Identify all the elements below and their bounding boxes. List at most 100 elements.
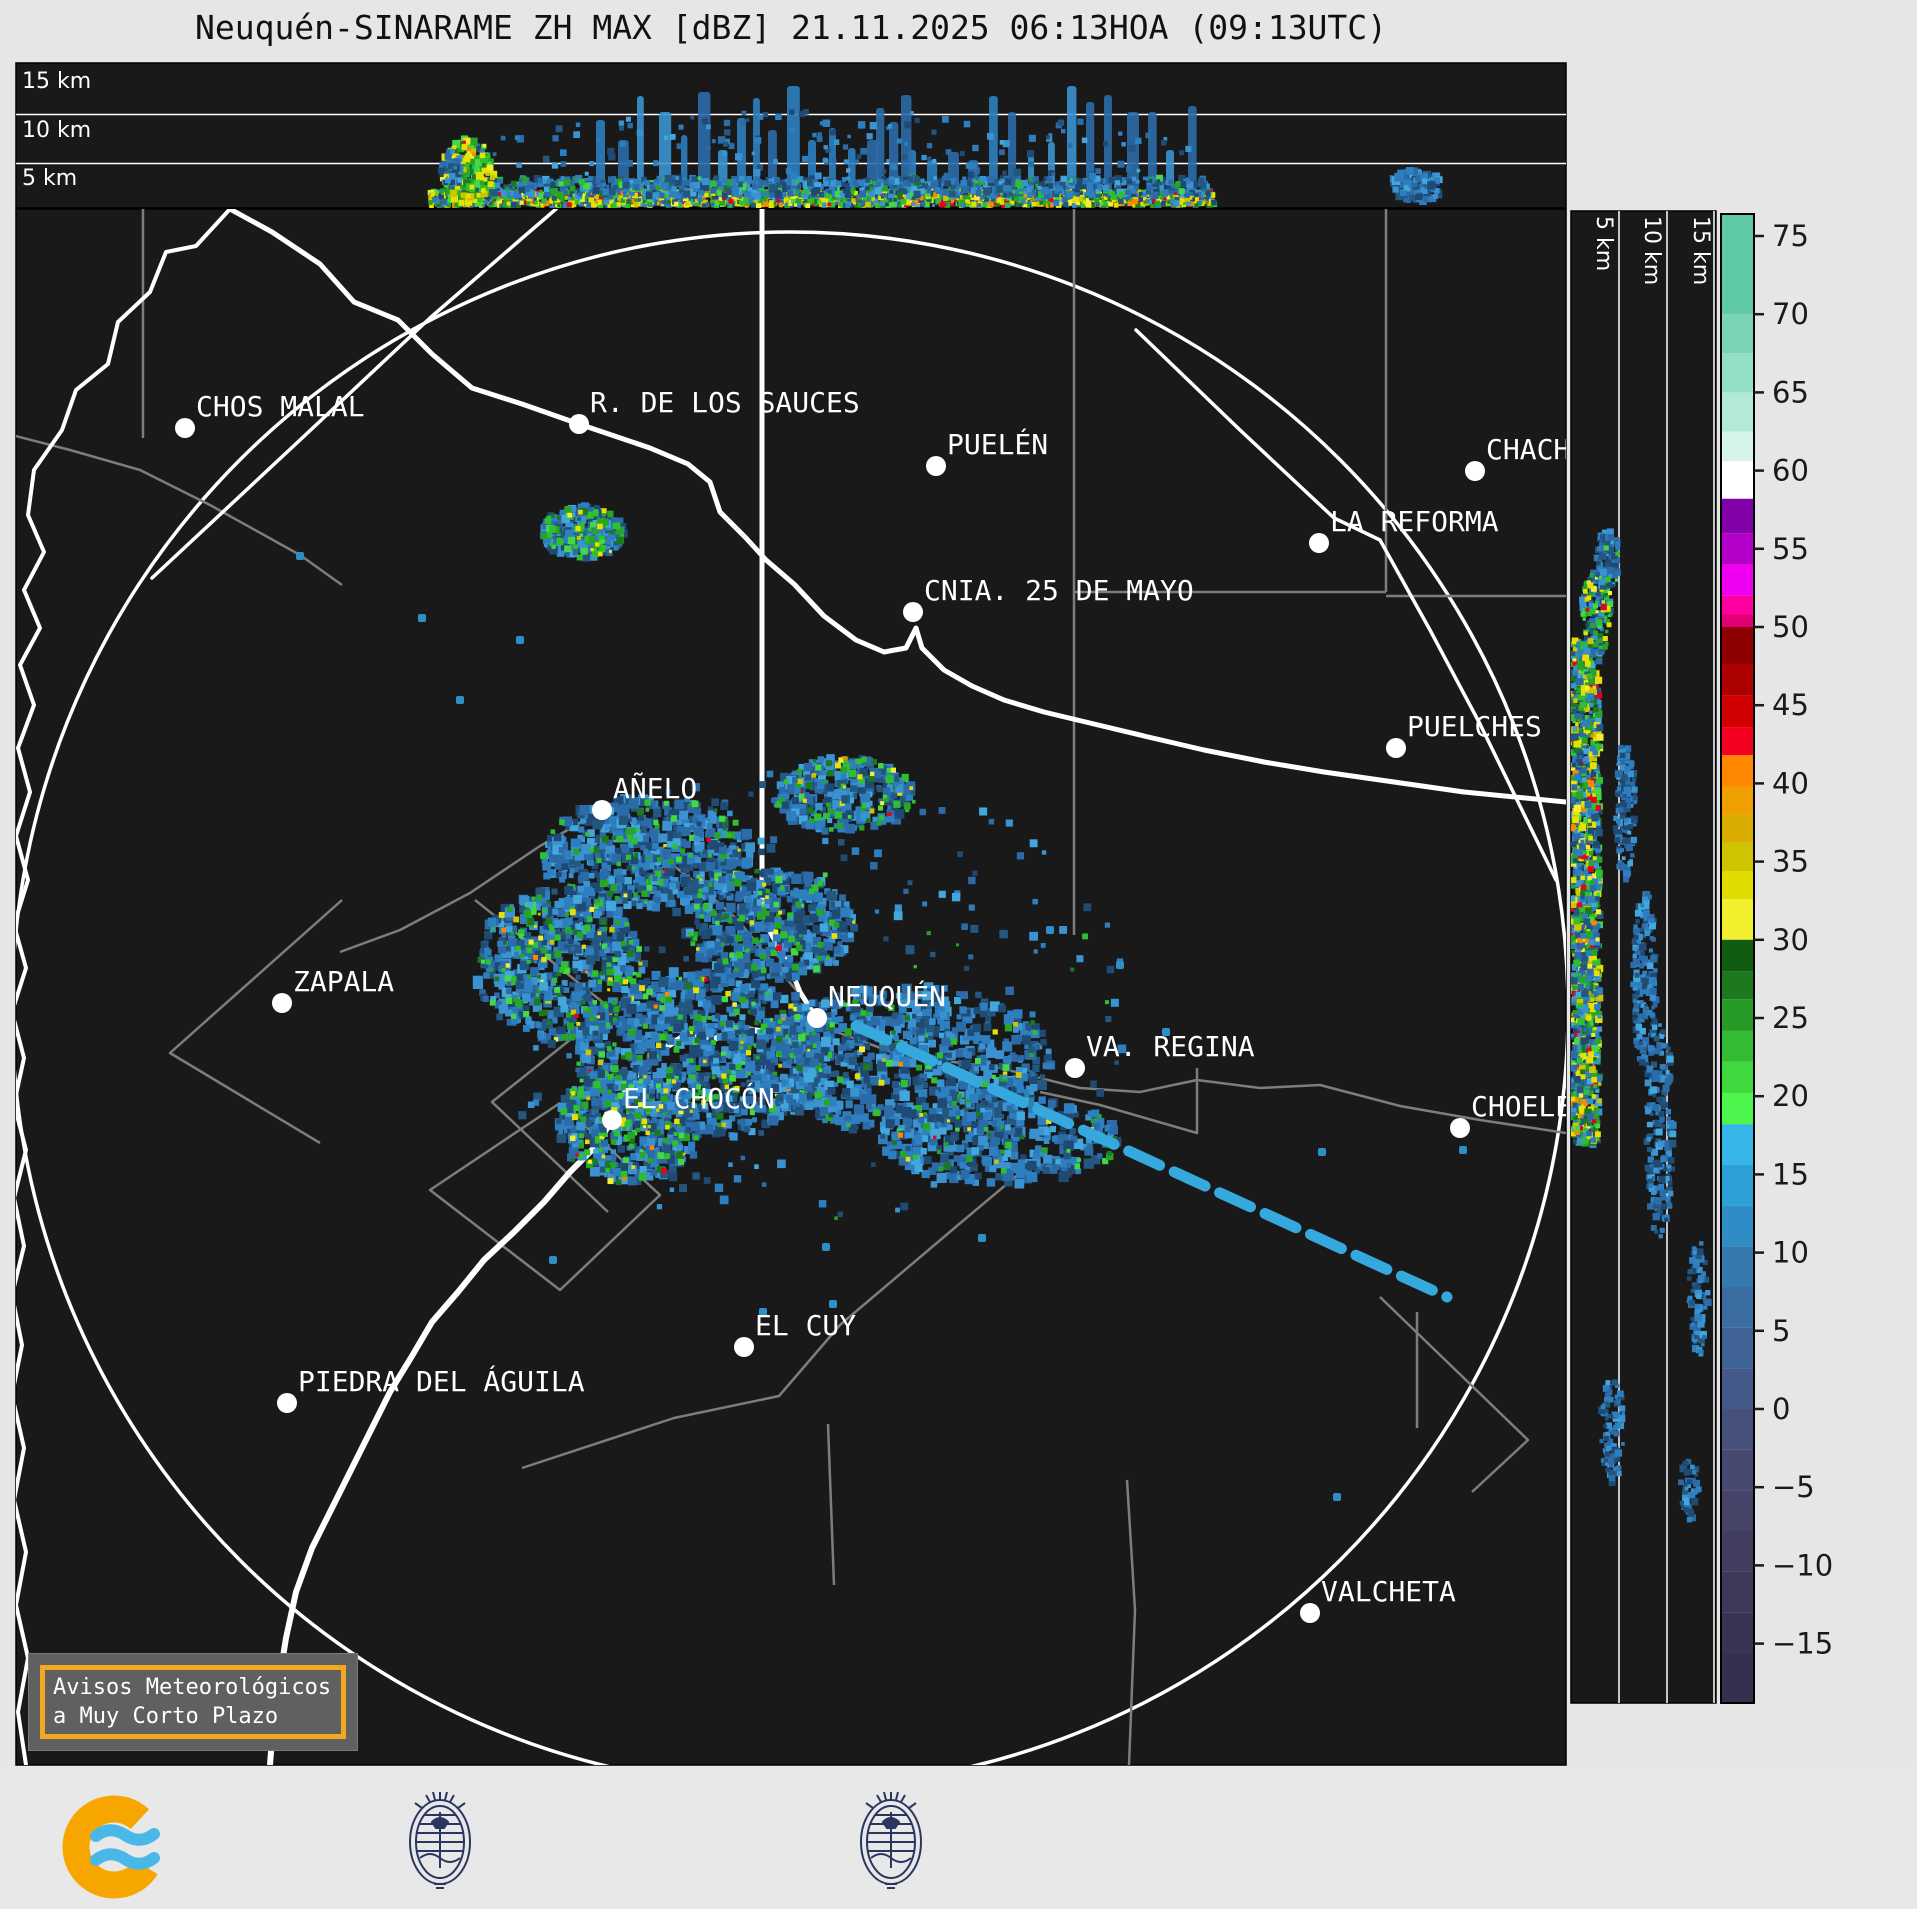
- echo-pixel: [850, 203, 854, 208]
- echo-pixel: [1031, 198, 1036, 203]
- echo-pixel: [781, 183, 788, 190]
- echo-pixel: [1207, 202, 1212, 207]
- echo-pixel: [835, 180, 842, 186]
- echo-pixel: [831, 197, 835, 201]
- echo-pixel: [681, 826, 691, 836]
- echo-pixel: [483, 177, 488, 182]
- echo-pixel: [841, 202, 847, 208]
- echo-pixel: [1026, 196, 1030, 200]
- echo-pixel: [552, 195, 557, 201]
- echo-pixel: [1136, 168, 1141, 173]
- echo-pixel: [910, 186, 918, 193]
- echo-pixel: [1066, 199, 1073, 206]
- echo-pixel: [735, 153, 743, 161]
- echo-pixel: [579, 527, 584, 533]
- echo-pixel: [575, 122, 581, 128]
- echo-pixel: [565, 523, 574, 531]
- echo-pixel: [559, 841, 569, 851]
- echo-pixel: [839, 180, 846, 187]
- echo-pixel: [462, 140, 466, 144]
- echo-streak: [989, 96, 998, 196]
- echo-pixel: [676, 143, 683, 150]
- echo-pixel: [647, 795, 654, 802]
- echo-pixel: [1198, 201, 1203, 205]
- echo-pixel: [943, 195, 949, 202]
- echo-pixel: [1201, 186, 1207, 192]
- echo-pixel: [929, 176, 934, 181]
- echo-pixel: [581, 553, 591, 562]
- echo-pixel: [437, 189, 442, 194]
- echo-pixel: [664, 865, 675, 877]
- echo-pixel: [496, 204, 501, 208]
- echo-streak: [876, 108, 885, 196]
- echo-pixel: [479, 149, 485, 155]
- echo-pixel: [889, 178, 895, 185]
- echo-pixel: [1057, 119, 1065, 126]
- echo-pixel: [876, 178, 882, 184]
- echo-pixel: [618, 181, 626, 189]
- echo-pixel: [827, 190, 832, 194]
- echo-pixel: [814, 172, 822, 180]
- echo-pixel: [608, 188, 616, 196]
- echo-pixel: [791, 195, 796, 201]
- echo-pixel: [1406, 198, 1411, 203]
- echo-pixel: [543, 183, 550, 190]
- echo-pixel: [1130, 188, 1136, 194]
- echo-pixel: [644, 183, 649, 188]
- echo-pixel: [762, 201, 769, 207]
- echo-pixel: [1052, 190, 1060, 198]
- echo-pixel: [515, 200, 520, 205]
- echo-pixel: [913, 176, 920, 183]
- echo-pixel: [856, 154, 862, 159]
- echo-pixel: [1099, 200, 1104, 205]
- echo-pixel: [499, 203, 504, 208]
- echo-pixel: [710, 202, 715, 207]
- echo-pixel: [943, 172, 950, 179]
- echo-pixel: [853, 190, 858, 196]
- echo-pixel: [822, 203, 827, 208]
- echo-pixel: [734, 859, 742, 867]
- echo-pixel: [463, 179, 471, 187]
- echo-pixel: [633, 184, 640, 191]
- echo-pixel: [1174, 182, 1181, 188]
- echo-pixel: [842, 144, 849, 150]
- echo-pixel: [488, 201, 493, 205]
- echo-pixel: [832, 158, 837, 164]
- echo-pixel: [508, 185, 513, 190]
- echo-pixel: [890, 163, 897, 171]
- echo-pixel: [534, 200, 538, 205]
- echo-pixel: [903, 179, 911, 187]
- echo-pixel: [761, 180, 767, 187]
- echo-pixel: [1403, 185, 1409, 191]
- echo-pixel: [736, 837, 742, 843]
- echo-pixel: [591, 201, 597, 207]
- echo-pixel: [563, 190, 568, 195]
- echo-pixel: [985, 197, 990, 202]
- echo-pixel: [839, 192, 844, 196]
- echo-pixel: [639, 839, 649, 849]
- echo-pixel: [562, 203, 569, 208]
- echo-pixel: [1178, 174, 1186, 183]
- echo-pixel: [1433, 193, 1439, 199]
- echo-pixel: [1033, 176, 1039, 182]
- echo-pixel: [698, 861, 710, 873]
- echo-pixel: [580, 195, 584, 199]
- echo-pixel: [798, 192, 804, 198]
- echo-streak: [1188, 106, 1197, 196]
- echo-pixel: [613, 795, 624, 807]
- echo-pixel: [744, 181, 751, 188]
- echo-pixel: [613, 868, 623, 878]
- echo-pixel: [1047, 183, 1054, 189]
- echo-pixel: [628, 191, 633, 196]
- echo-pixel: [569, 867, 576, 874]
- echo-pixel: [554, 863, 561, 870]
- echo-pixel: [950, 202, 955, 207]
- echo-pixel: [1189, 201, 1194, 207]
- echo-pixel: [900, 188, 907, 195]
- echo-pixel: [927, 156, 932, 161]
- echo-pixel: [595, 200, 599, 204]
- echo-pixel: [446, 149, 453, 156]
- echo-pixel: [871, 202, 876, 206]
- echo-pixel: [847, 197, 852, 202]
- echo-pixel: [942, 194, 945, 197]
